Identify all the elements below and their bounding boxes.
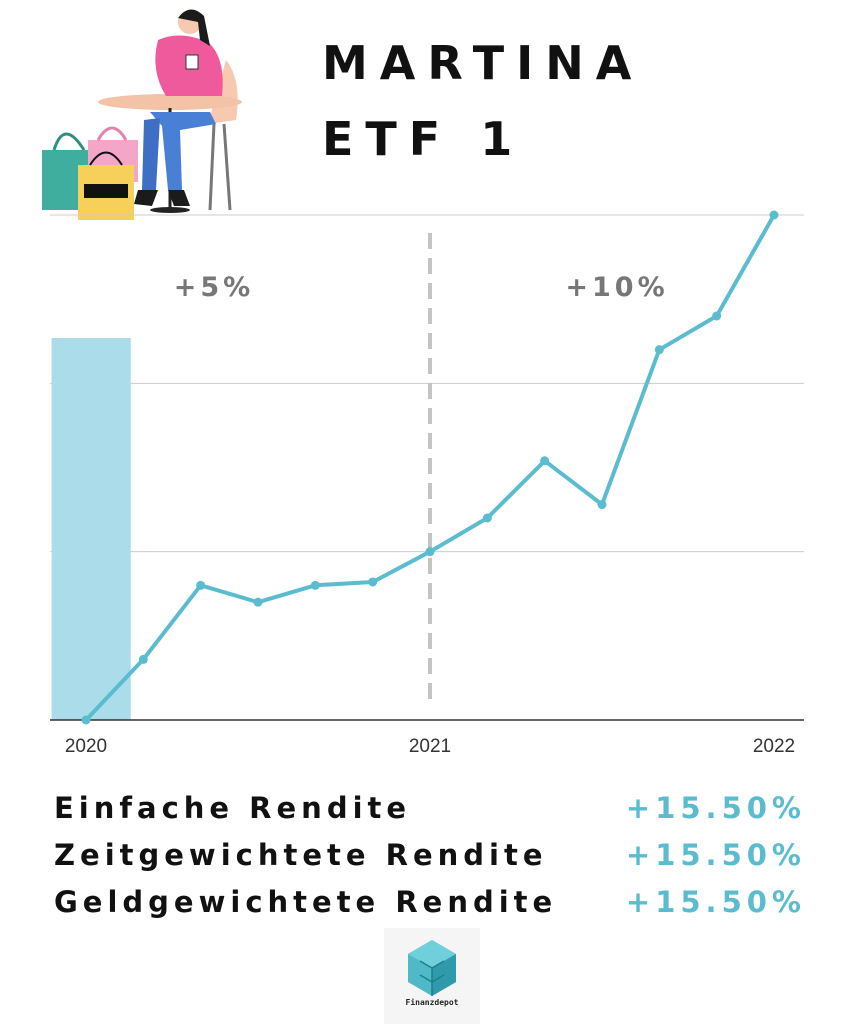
- x-tick-label-2020: 2020: [65, 736, 107, 757]
- stat-value: +15.50%: [625, 790, 806, 825]
- data-point-0: [81, 715, 91, 725]
- annotation-plus-10: +10%: [565, 272, 668, 303]
- x-tick-label-2021: 2021: [409, 736, 451, 757]
- data-point-4: [310, 580, 320, 590]
- data-point-9: [597, 500, 607, 510]
- etf-line-chart: +5% +10% 2020 2021 2022: [50, 210, 804, 757]
- data-point-12: [769, 210, 779, 220]
- isometric-cube-logo-icon: [408, 940, 456, 996]
- data-point-6: [425, 547, 435, 557]
- annotation-plus-5: +5%: [174, 272, 254, 303]
- data-point-10: [654, 345, 664, 355]
- x-tick-label-2022: 2022: [753, 736, 795, 757]
- page-title-line-1: MARTINA: [322, 36, 644, 90]
- returns-summary: Einfache Rendite +15.50% Zeitgewichtete …: [54, 784, 806, 925]
- woman-with-coffee-and-shopping-bags-icon: [42, 9, 242, 220]
- data-point-1: [138, 654, 148, 664]
- stat-row-einfache: Einfache Rendite +15.50%: [54, 784, 806, 831]
- stat-row-geldgewichtete: Geldgewichtete Rendite +15.50%: [54, 878, 806, 925]
- stat-label: Einfache Rendite: [54, 790, 412, 825]
- stat-value: +15.50%: [625, 884, 806, 919]
- data-point-5: [368, 577, 378, 587]
- data-point-11: [712, 311, 722, 321]
- series-points: [81, 210, 779, 725]
- chart-grid: [50, 214, 804, 553]
- stat-label: Geldgewichtete Rendite: [54, 884, 558, 919]
- data-point-3: [253, 597, 263, 607]
- data-point-7: [482, 513, 492, 523]
- stat-label: Zeitgewichtete Rendite: [54, 837, 548, 872]
- highlight-band: [51, 338, 131, 720]
- page-title-line-2: ETF 1: [322, 112, 525, 166]
- data-point-8: [540, 456, 550, 466]
- logo-text: Finanzdepot: [405, 998, 459, 1007]
- x-tick-labels: 2020 2021 2022: [65, 736, 795, 757]
- data-point-2: [196, 580, 206, 590]
- finanzdepot-logo: Finanzdepot: [384, 928, 480, 1024]
- stat-value: +15.50%: [625, 837, 806, 872]
- stat-row-zeitgewichtete: Zeitgewichtete Rendite +15.50%: [54, 831, 806, 878]
